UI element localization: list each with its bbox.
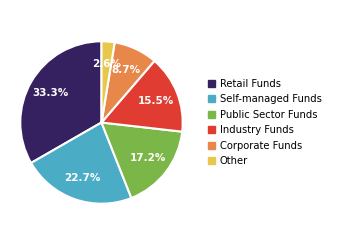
Wedge shape (102, 41, 115, 122)
Text: 15.5%: 15.5% (138, 96, 174, 106)
Text: 8.7%: 8.7% (112, 64, 141, 74)
Text: 2.6%: 2.6% (92, 59, 121, 69)
Text: 17.2%: 17.2% (130, 153, 166, 163)
Text: 22.7%: 22.7% (64, 173, 100, 183)
Wedge shape (102, 122, 182, 198)
Legend: Retail Funds, Self-managed Funds, Public Sector Funds, Industry Funds, Corporate: Retail Funds, Self-managed Funds, Public… (208, 79, 322, 166)
Wedge shape (20, 41, 101, 163)
Wedge shape (102, 61, 183, 132)
Wedge shape (31, 122, 131, 204)
Text: 33.3%: 33.3% (33, 88, 69, 98)
Wedge shape (102, 42, 154, 122)
